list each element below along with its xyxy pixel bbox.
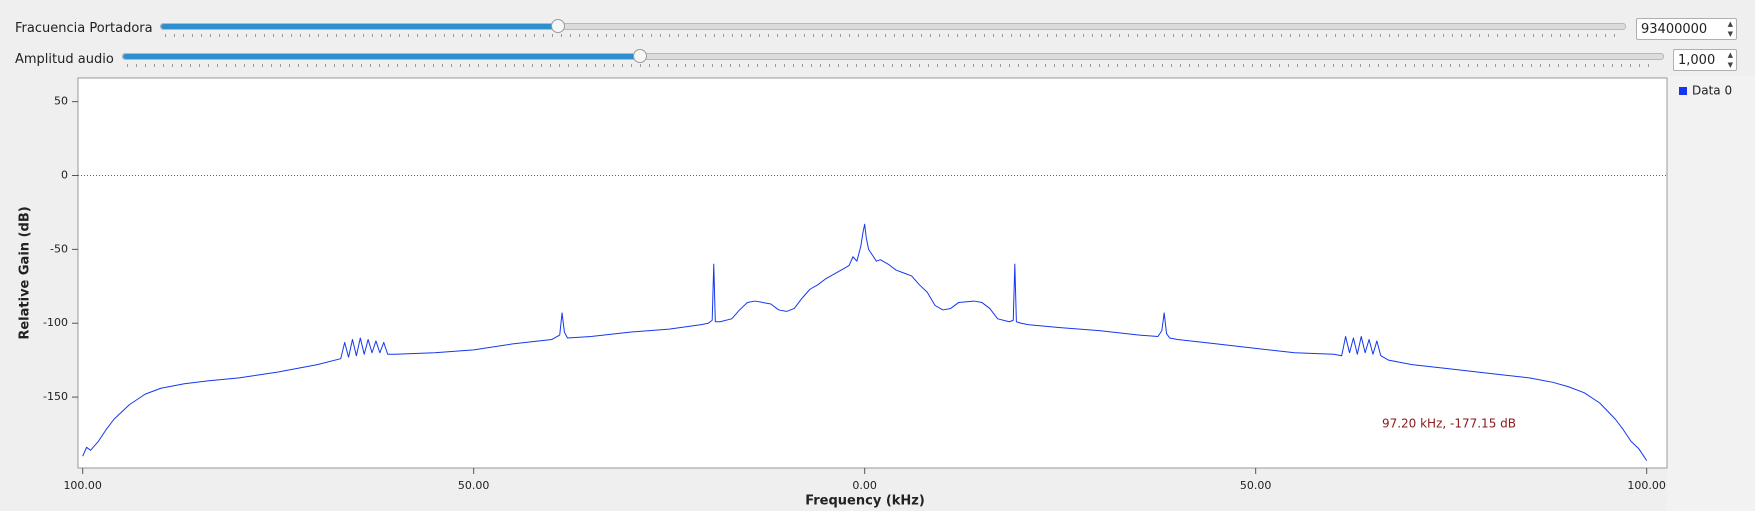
x-tick-label: 100.00 [63,479,102,492]
legend-panel [1667,76,1755,511]
slider[interactable] [122,49,1664,63]
slider-ticks [127,64,1657,67]
annotation: 97.20 kHz, -177.15 dB [1382,417,1516,431]
y-tick-label: -150 [43,390,68,403]
spin-down[interactable]: ▼ [1727,61,1733,69]
y-tick-label: -50 [50,242,68,255]
slider[interactable] [160,19,1626,33]
spin-box[interactable]: 93400000 ▲ ▼ [1636,18,1737,40]
spin-value: 93400000 [1641,22,1708,37]
y-tick-label: -100 [43,316,68,329]
legend-swatch [1679,87,1687,95]
slider-handle[interactable] [551,19,565,33]
spin-up[interactable]: ▲ [1727,20,1733,28]
slider-ticks [165,34,1620,37]
plot-area [77,77,1668,469]
slider-fill [123,54,639,59]
spectrum-line [82,223,1648,461]
spin-up[interactable]: ▲ [1727,51,1733,59]
spin-box[interactable]: 1,000 ▲ ▼ [1673,49,1737,71]
x-tick-label: 50.00 [1240,479,1272,492]
spin-down[interactable]: ▼ [1727,30,1733,38]
control-label: Amplitud audio [15,52,114,67]
legend-label: Data 0 [1692,84,1732,98]
x-tick-label: 100.00 [1627,479,1666,492]
x-tick-label: 0.00 [852,479,877,492]
x-axis-label: Frequency (kHz) [805,494,925,509]
y-tick-label: 0 [61,169,68,182]
control-label: Fracuencia Portadora [15,21,153,36]
x-tick-label: 50.00 [458,479,490,492]
spin-value: 1,000 [1678,53,1716,68]
y-axis-label: Relative Gain (dB) [18,206,33,339]
slider-handle[interactable] [633,49,647,63]
slider-fill [161,24,557,29]
y-tick-label: 50 [54,95,68,108]
